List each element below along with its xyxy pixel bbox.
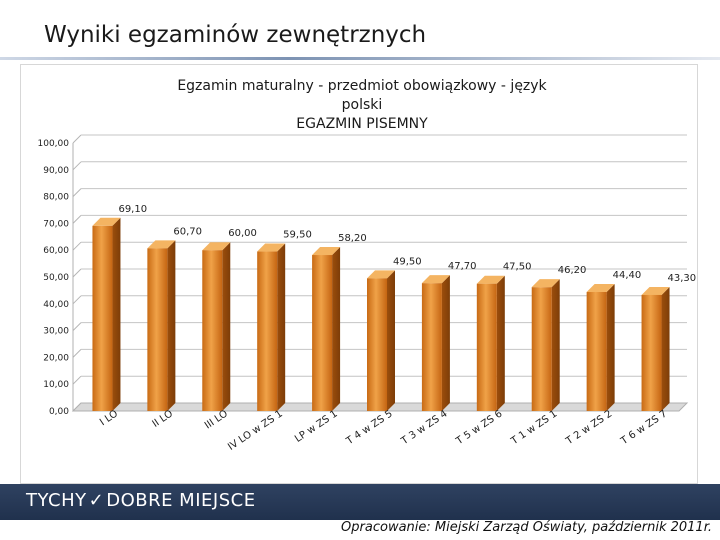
y-tick-label: 50,00 bbox=[43, 273, 69, 283]
bar-side bbox=[387, 270, 395, 411]
data-label: 58,20 bbox=[338, 233, 367, 244]
chart-title-line-1: Egzamin maturalny - przedmiot obowiązkow… bbox=[177, 78, 547, 94]
bar-side bbox=[222, 242, 231, 411]
bar bbox=[147, 240, 176, 411]
page-title: Wyniki egzaminów zewnętrznych bbox=[44, 22, 427, 48]
bar-chart: 0,00 10,00 20,00 30,00 40,00 50,00 60,00 70,00 8… bbox=[38, 78, 697, 453]
gridline-depth bbox=[72, 268, 82, 278]
x-tick-label: T 1 w ZS 1 bbox=[509, 408, 560, 447]
city-logo: TYCHY ✓ DOBRE MIEJSCE bbox=[26, 490, 256, 511]
bar-front bbox=[421, 283, 442, 411]
bar bbox=[586, 284, 615, 411]
bar-side bbox=[112, 217, 121, 411]
data-label: 60,00 bbox=[228, 228, 257, 239]
bar-top bbox=[586, 284, 615, 293]
bar-side bbox=[277, 243, 286, 411]
bar-top bbox=[531, 279, 560, 288]
x-tick-label: T 6 w ZS 7 bbox=[618, 408, 669, 447]
y-tick-label: 0,00 bbox=[49, 407, 69, 417]
data-label: 43,30 bbox=[668, 273, 697, 284]
title-divider bbox=[0, 57, 720, 60]
y-tick-label: 80,00 bbox=[43, 193, 69, 203]
x-tick-label: LP w ZS 1 bbox=[293, 408, 340, 444]
bar-front bbox=[531, 287, 552, 411]
gridline-depth bbox=[72, 241, 82, 251]
bar-top bbox=[92, 217, 121, 226]
x-tick-label: T 4 w ZS 5 bbox=[344, 408, 395, 447]
bar-front bbox=[367, 278, 387, 411]
data-label: 49,50 bbox=[393, 256, 422, 267]
bar bbox=[312, 247, 341, 411]
chart-panel: 0,00 10,00 20,00 30,00 40,00 50,00 60,00 70,00 8… bbox=[20, 64, 698, 484]
y-tick-label: 30,00 bbox=[43, 327, 69, 337]
bar-top bbox=[641, 286, 670, 295]
bar-side bbox=[332, 247, 341, 411]
gridline-depth bbox=[72, 188, 82, 197]
data-label: 47,70 bbox=[448, 261, 477, 272]
checkmark-icon: ✓ bbox=[88, 490, 105, 511]
data-label: 46,20 bbox=[558, 265, 587, 276]
gridline-depth bbox=[72, 215, 82, 224]
y-tick-label: 100,00 bbox=[38, 139, 70, 149]
bar-top bbox=[421, 275, 450, 284]
bar-side bbox=[441, 275, 450, 411]
bar-top bbox=[476, 275, 505, 284]
gridline-depth bbox=[72, 161, 82, 171]
bar-top bbox=[257, 243, 286, 252]
y-tick-label: 40,00 bbox=[43, 300, 69, 310]
bar-side bbox=[606, 284, 615, 411]
bar-front bbox=[257, 251, 278, 411]
gridline-depth bbox=[72, 349, 82, 358]
bar-front bbox=[147, 248, 168, 411]
logo-text-tychy: TYCHY bbox=[26, 490, 87, 511]
bar bbox=[641, 286, 670, 411]
data-label: 44,40 bbox=[613, 270, 642, 281]
logo-text-slogan: DOBRE MIEJSCE bbox=[106, 490, 256, 511]
bar-front bbox=[641, 294, 662, 411]
bar bbox=[202, 242, 231, 411]
bar bbox=[531, 279, 560, 411]
bar-front bbox=[476, 283, 497, 411]
x-tick-label: III LO bbox=[203, 408, 230, 431]
y-tick-label: 10,00 bbox=[43, 380, 69, 390]
data-label: 69,10 bbox=[118, 204, 147, 215]
bar-front bbox=[586, 292, 607, 411]
bar-side bbox=[661, 286, 670, 411]
x-tick-label: T 2 w ZS 2 bbox=[563, 408, 614, 447]
y-tick-label: 90,00 bbox=[43, 166, 69, 176]
chart-title-line-2: polski bbox=[342, 97, 383, 113]
bar-front bbox=[312, 255, 333, 411]
data-label: 60,70 bbox=[173, 226, 202, 237]
bar-side bbox=[496, 275, 505, 411]
bar bbox=[257, 243, 286, 411]
bar-top bbox=[202, 242, 231, 251]
bar bbox=[421, 275, 450, 411]
bar-side bbox=[167, 240, 176, 411]
bar bbox=[476, 275, 505, 411]
x-tick-label: II LO bbox=[151, 408, 176, 430]
bar-top bbox=[367, 270, 395, 279]
bar-top bbox=[147, 240, 176, 249]
gridline-depth bbox=[72, 322, 82, 331]
x-tick-label: T 5 w ZS 6 bbox=[454, 408, 505, 447]
x-tick-label: IV LO w ZS 1 bbox=[226, 408, 285, 453]
y-tick-label: 60,00 bbox=[43, 246, 69, 256]
bar-front bbox=[92, 225, 113, 411]
bar-front bbox=[202, 250, 223, 411]
gridline-depth bbox=[72, 295, 82, 305]
bar-side bbox=[551, 279, 560, 411]
footer-band bbox=[0, 484, 720, 520]
y-tick-label: 70,00 bbox=[43, 219, 69, 229]
data-label: 47,50 bbox=[503, 262, 532, 273]
source-credit: Opracowanie: Miejski Zarząd Oświaty, paź… bbox=[341, 520, 712, 535]
chart-title-line-3: EGAZMIN PISEMNY bbox=[296, 116, 428, 132]
x-tick-label: T 3 w ZS 4 bbox=[399, 408, 450, 447]
bar bbox=[92, 217, 121, 411]
gridline-depth bbox=[72, 134, 82, 144]
y-tick-label: 20,00 bbox=[43, 353, 69, 363]
bar bbox=[367, 270, 395, 411]
bar-top bbox=[312, 247, 341, 256]
data-label: 59,50 bbox=[283, 230, 312, 241]
gridline-depth bbox=[72, 375, 82, 385]
